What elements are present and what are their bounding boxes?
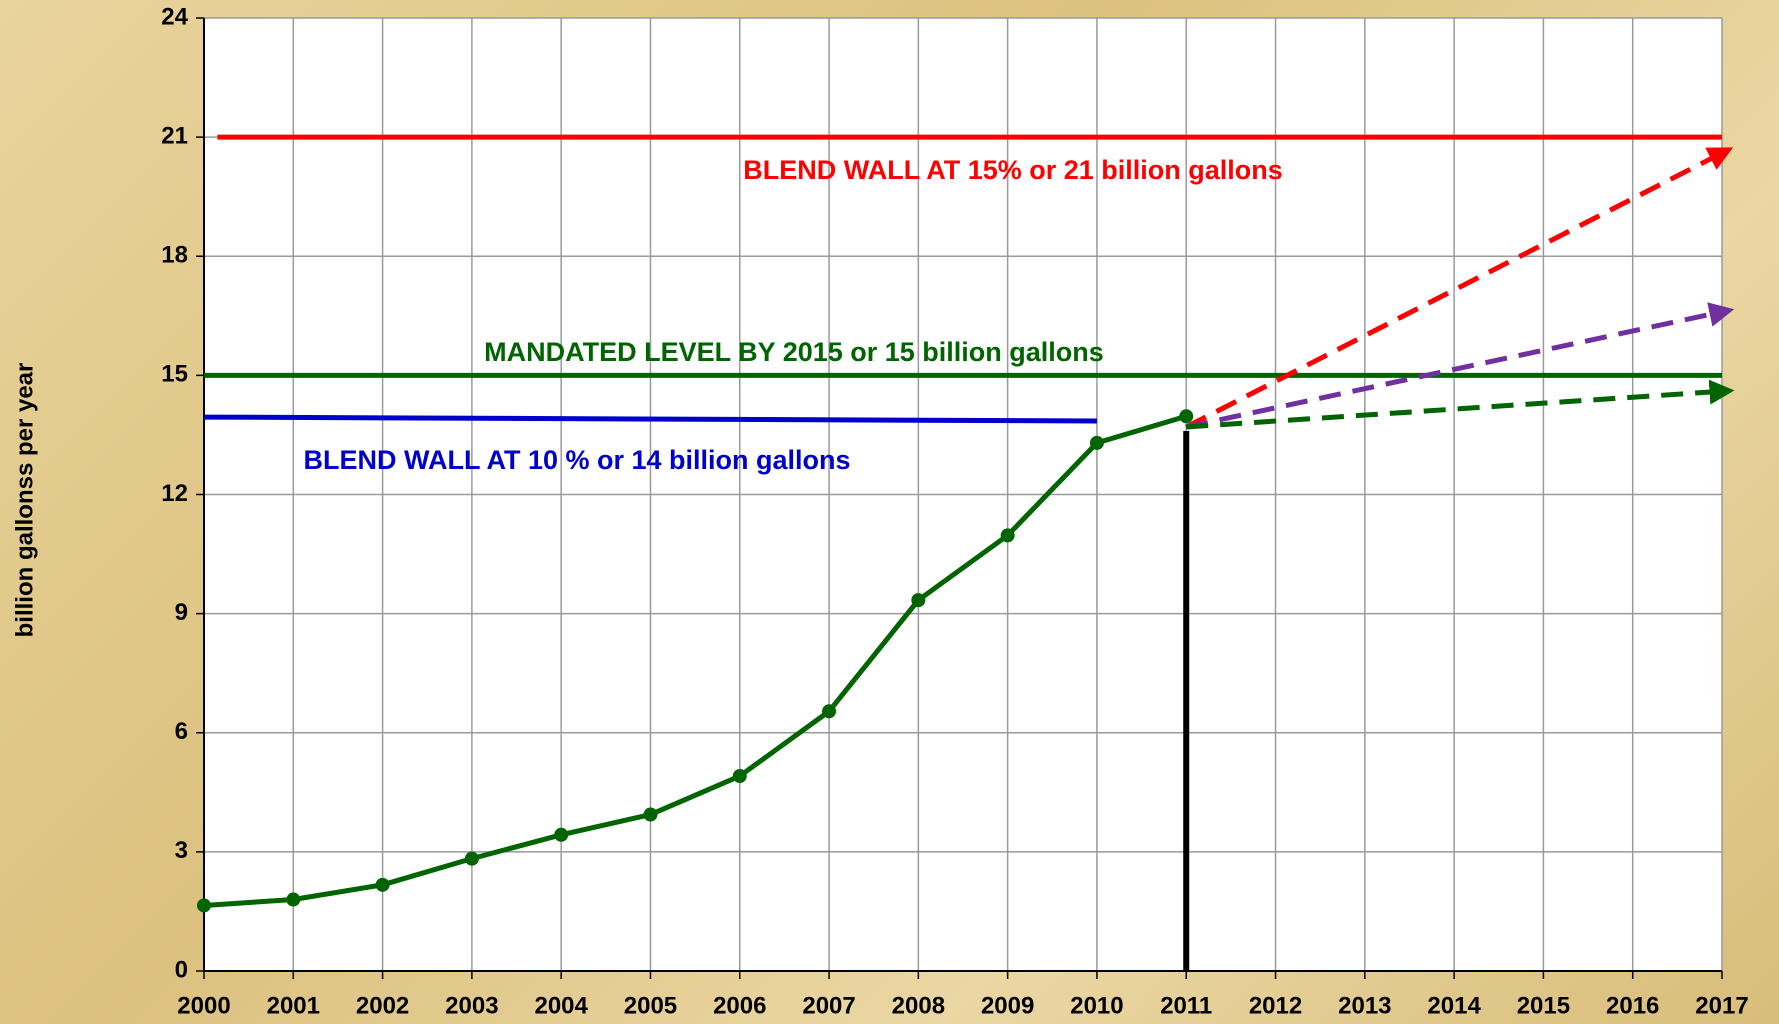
y-tick-label: 18 xyxy=(161,242,188,269)
y-tick-label: 21 xyxy=(161,122,188,149)
annotation: MANDATED LEVEL BY 2015 or 15 billion gal… xyxy=(484,337,1104,367)
data-point xyxy=(286,892,301,907)
x-tick-label: 2001 xyxy=(267,992,320,1019)
data-point xyxy=(554,827,569,842)
data-point xyxy=(375,877,390,892)
y-tick-label: 9 xyxy=(175,599,188,626)
x-tick-label: 2005 xyxy=(624,992,677,1019)
y-tick-label: 15 xyxy=(161,361,188,388)
data-point xyxy=(197,898,211,913)
x-tick-label: 2009 xyxy=(981,992,1034,1019)
x-tick-label: 2006 xyxy=(713,992,766,1019)
data-point xyxy=(732,769,747,784)
x-tick-label: 2010 xyxy=(1070,992,1123,1019)
x-tick-label: 2004 xyxy=(534,992,588,1019)
y-tick-label: 0 xyxy=(175,956,188,983)
y-tick-label: 12 xyxy=(161,480,188,507)
y-tick-label: 24 xyxy=(161,3,188,30)
x-tick-label: 2013 xyxy=(1338,992,1391,1019)
x-tick-label: 2014 xyxy=(1427,992,1481,1019)
data-point xyxy=(464,851,479,866)
annotation: BLEND WALL AT 10 % or 14 billion gallons xyxy=(303,445,850,475)
y-axis-label: billion gallonss per year xyxy=(11,363,38,638)
x-tick-label: 2011 xyxy=(1160,992,1212,1019)
x-tick-label: 2000 xyxy=(177,992,230,1019)
data-point xyxy=(1179,409,1194,424)
data-point xyxy=(643,807,658,822)
data-point xyxy=(1089,435,1104,450)
data-point xyxy=(822,704,837,719)
x-tick-label: 2012 xyxy=(1249,992,1302,1019)
data-line xyxy=(1185,302,1735,430)
x-tick-label: 2002 xyxy=(356,992,409,1019)
data-line xyxy=(203,413,1187,908)
x-tick-label: 2017 xyxy=(1695,992,1748,1019)
x-tick-label: 2007 xyxy=(802,992,855,1019)
x-tick-label: 2015 xyxy=(1517,992,1570,1019)
x-tick-label: 2016 xyxy=(1606,992,1659,1019)
y-tick-label: 3 xyxy=(175,837,188,864)
data-line xyxy=(1186,379,1735,430)
data-point xyxy=(1000,528,1015,543)
x-tick-label: 2003 xyxy=(445,992,498,1019)
data-line xyxy=(203,414,1097,424)
y-tick-label: 6 xyxy=(175,718,188,745)
data-point xyxy=(911,593,926,608)
annotation: BLEND WALL AT 15% or 21 billion gallons xyxy=(743,155,1283,185)
x-tick-label: 2008 xyxy=(892,992,945,1019)
